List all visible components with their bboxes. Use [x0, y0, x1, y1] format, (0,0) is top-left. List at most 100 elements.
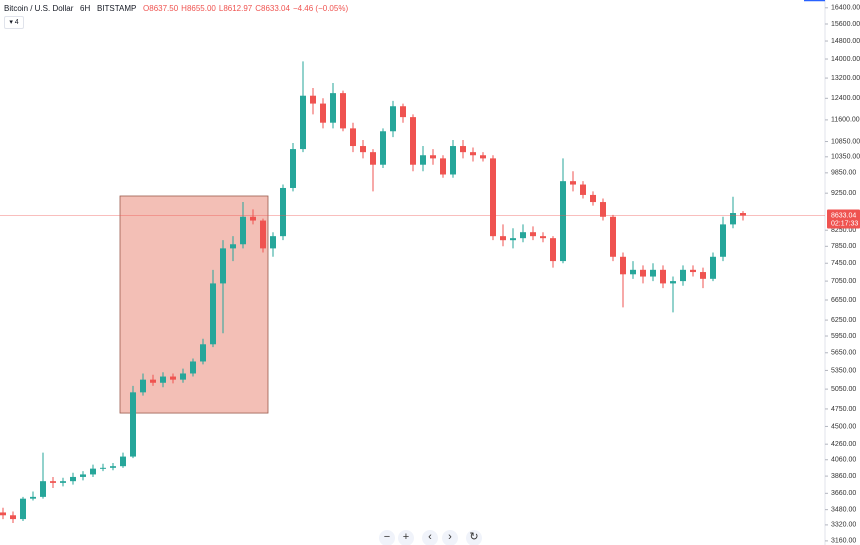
last-price-box	[827, 209, 860, 229]
header: Bitcoin / U.S. Dollar 6H BITSTAMP O8637.…	[4, 4, 351, 13]
y-tick-label: 5350.00	[831, 367, 856, 374]
candle-body	[110, 466, 116, 468]
candle-body	[650, 269, 656, 277]
candle-body	[480, 155, 486, 159]
candle-body	[280, 187, 286, 237]
ohlc-value: C8633.04	[255, 4, 290, 13]
indicator-toggle[interactable]: ▾ 4	[4, 16, 24, 29]
candle-body	[210, 283, 216, 345]
y-tick-label: 5950.00	[831, 333, 856, 340]
y-tick-label: 10850.00	[831, 138, 860, 145]
y-tick-label: 6250.00	[831, 317, 856, 324]
candle-body	[100, 467, 106, 469]
candle-body	[170, 376, 176, 380]
candle-body	[380, 131, 386, 165]
y-tick-label: 7450.00	[831, 260, 856, 267]
y-tick-label: 3320.00	[831, 522, 856, 529]
candle-body	[500, 236, 506, 241]
candle-body	[20, 498, 26, 520]
candle-body	[330, 93, 336, 123]
candle-body	[130, 392, 136, 457]
y-tick-label: 6650.00	[831, 297, 856, 304]
candle-body	[680, 269, 686, 282]
y-tick-label: 9250.00	[831, 190, 856, 197]
candle-body	[370, 152, 376, 165]
y-tick-label: 7850.00	[831, 243, 856, 250]
candle-body	[390, 106, 396, 132]
y-tick-label: 7050.00	[831, 278, 856, 285]
candle-body	[730, 213, 736, 225]
candle-body	[600, 202, 606, 217]
candle-body	[570, 181, 576, 185]
candle-body	[580, 184, 586, 195]
y-tick-label: 4750.00	[831, 406, 856, 413]
candle-body	[40, 481, 46, 497]
candle-body	[0, 512, 6, 516]
candle-body	[50, 481, 56, 483]
candle-body	[400, 106, 406, 118]
candle-body	[70, 476, 76, 482]
candle-body	[150, 379, 156, 383]
symbol-title: Bitcoin / U.S. Dollar	[4, 4, 74, 13]
reset-button[interactable]: ↻	[466, 530, 482, 545]
candle-body	[640, 269, 646, 277]
scroll-right-button[interactable]: ›	[442, 530, 458, 545]
candle-body	[700, 272, 706, 279]
y-tick-label: 3660.00	[831, 490, 856, 497]
y-tick-label: 4500.00	[831, 423, 856, 430]
y-tick-label: 5050.00	[831, 386, 856, 393]
candle-body	[610, 216, 616, 257]
candle-body	[30, 496, 36, 499]
candle-body	[80, 474, 86, 477]
candle-body	[240, 216, 246, 245]
candle-body	[350, 128, 356, 147]
candle-body	[450, 146, 456, 175]
candle-body	[270, 236, 276, 249]
zoom-in-button[interactable]: +	[398, 530, 414, 545]
ohlc-value: H8655.00	[181, 4, 216, 13]
candle-body	[310, 95, 316, 104]
y-tick-label: 12400.00	[831, 95, 860, 102]
candle-body	[120, 456, 126, 467]
candle-body	[710, 256, 716, 279]
candle-body	[360, 146, 366, 153]
y-tick-label: 5650.00	[831, 350, 856, 357]
candle-body	[690, 269, 696, 273]
candle-body	[410, 117, 416, 165]
candle-body	[630, 269, 636, 275]
candle-body	[140, 379, 146, 393]
y-tick-label: 13200.00	[831, 75, 860, 82]
y-tick-label: 8250.00	[831, 227, 856, 234]
candle-body	[740, 213, 746, 216]
candle-body	[190, 361, 196, 374]
y-tick-label: 3860.00	[831, 473, 856, 480]
last-price-label: 8633.04	[831, 212, 856, 219]
zoom-out-button[interactable]: −	[379, 530, 395, 545]
y-tick-label: 4060.00	[831, 457, 856, 464]
candle-body	[620, 256, 626, 275]
candle-body	[550, 238, 556, 262]
candle-body	[340, 93, 346, 129]
scroll-left-button[interactable]: ‹	[422, 530, 438, 545]
candle-body	[230, 244, 236, 249]
candle-body	[10, 515, 16, 520]
candle-body	[720, 224, 726, 257]
exchange: BITSTAMP	[96, 4, 137, 13]
candle-body	[490, 158, 496, 237]
interval: 6H	[80, 4, 91, 13]
candle-body	[200, 344, 206, 362]
y-tick-label: 4260.00	[831, 441, 856, 448]
y-tick-label: 16400.00	[831, 5, 860, 12]
countdown-label: 02:17:33	[831, 220, 858, 227]
y-tick-label: 15600.00	[831, 21, 860, 28]
candle-body	[420, 155, 426, 165]
y-tick-label: 10350.00	[831, 154, 860, 161]
candle-body	[460, 146, 466, 153]
candle-body	[160, 376, 166, 383]
candle-body	[180, 373, 186, 380]
candle-body	[560, 181, 566, 262]
candle-body	[90, 468, 96, 475]
candle-body	[430, 155, 436, 159]
